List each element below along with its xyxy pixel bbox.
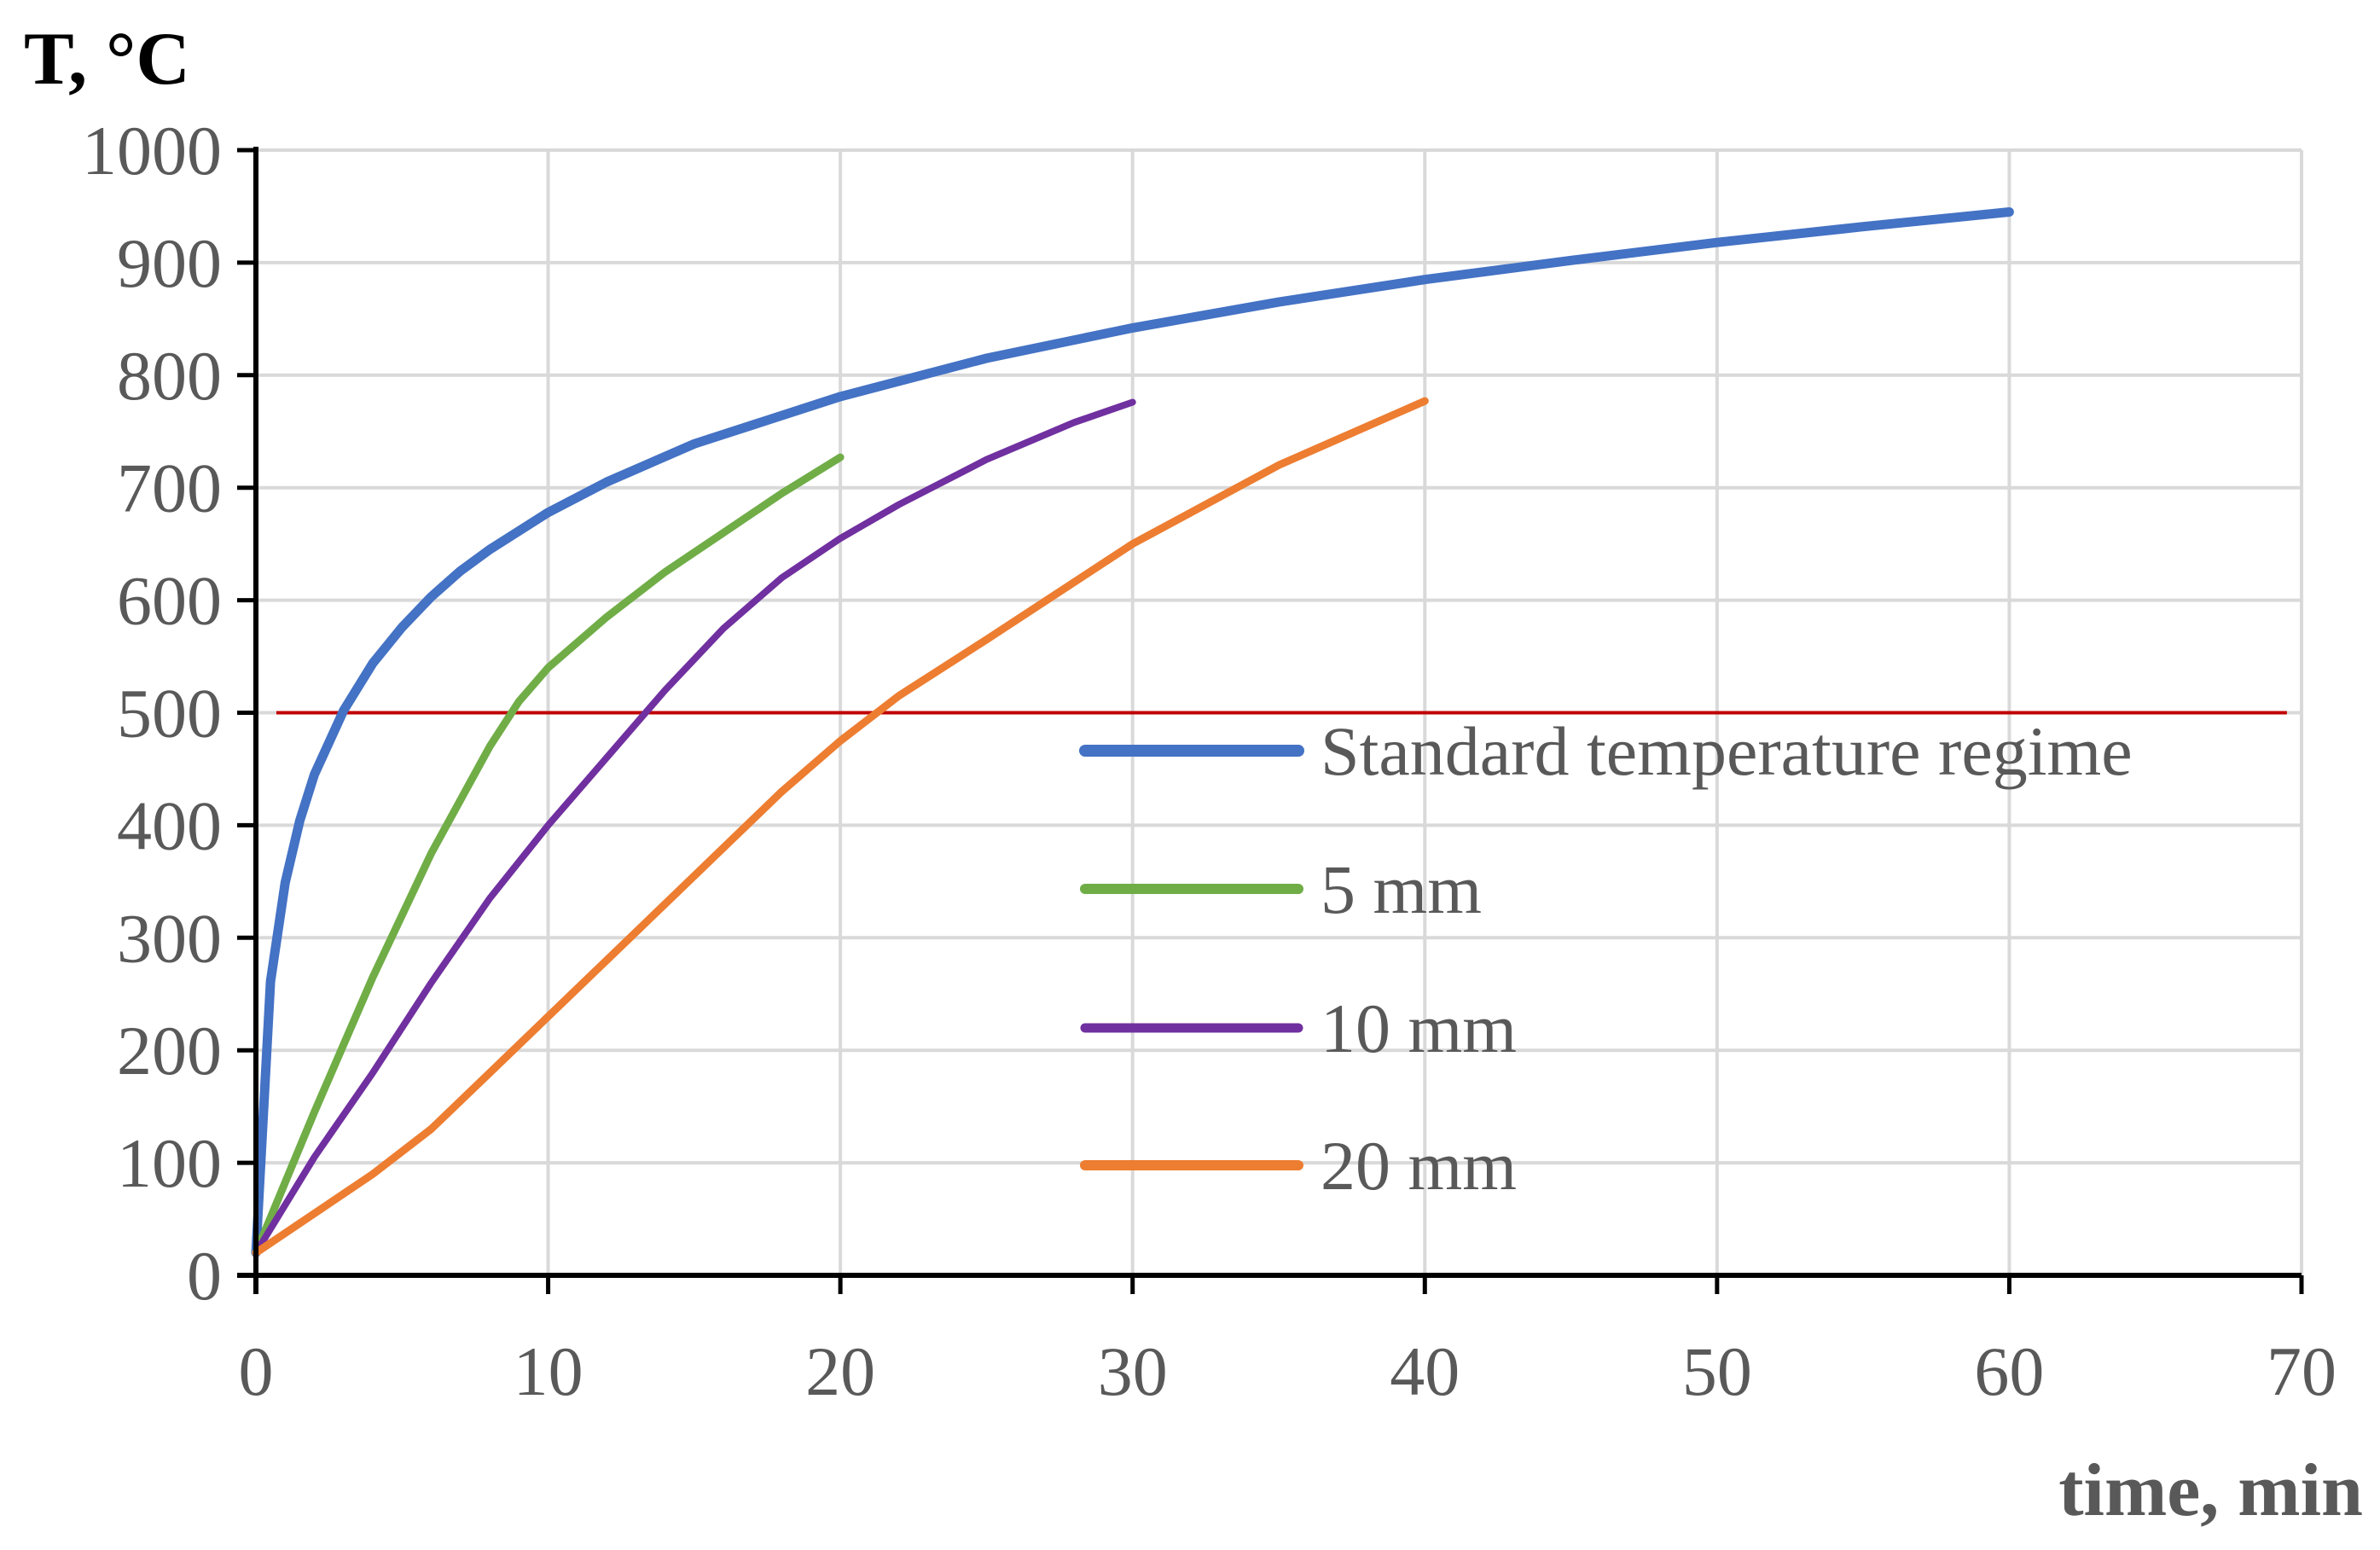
- axes: [237, 147, 2304, 1294]
- y-tick-label-300: 300: [117, 899, 222, 977]
- y-tick-label-600: 600: [117, 562, 222, 640]
- series-line-0: [251, 207, 2014, 1258]
- y-tick-label-700: 700: [117, 450, 222, 527]
- y-tick-label-1000: 1000: [82, 112, 222, 189]
- tick-labels: 0 100 200 300 400 500 600 700 800 900 1000 0 10 20 30 4…: [82, 112, 2336, 1410]
- y-tick-label-400: 400: [117, 787, 222, 864]
- y-tick-label-100: 100: [117, 1124, 222, 1202]
- legend-label-1: 5 mm: [1321, 850, 1482, 928]
- legend-label-0: Standard temperature regime: [1321, 712, 2133, 790]
- series-lines: [251, 207, 2014, 1258]
- x-axis-title: time, min: [2058, 1449, 2363, 1532]
- series-line-3: [252, 397, 1429, 1257]
- x-tick-label-60: 60: [1974, 1332, 2044, 1410]
- series-line-1: [252, 453, 845, 1257]
- x-tick-label-20: 20: [805, 1332, 875, 1410]
- legend-label-3: 20 mm: [1321, 1127, 1517, 1205]
- legend-label-2: 10 mm: [1321, 990, 1517, 1067]
- y-tick-label-800: 800: [117, 337, 222, 415]
- y-tick-label-0: 0: [187, 1237, 222, 1315]
- x-tick-label-10: 10: [514, 1332, 583, 1410]
- y-tick-label-500: 500: [117, 675, 222, 752]
- x-tick-label-50: 50: [1682, 1332, 1752, 1410]
- x-tick-label-40: 40: [1390, 1332, 1460, 1410]
- y-tick-label-900: 900: [117, 224, 222, 302]
- x-tick-label-0: 0: [239, 1332, 274, 1410]
- legend: Standard temperature regime 5 mm 10 mm 20 m…: [1079, 712, 2133, 1205]
- series-line-2: [253, 398, 1136, 1257]
- y-axis-title: T, °C: [24, 18, 190, 101]
- x-tick-label-70: 70: [2267, 1332, 2336, 1410]
- x-tick-label-30: 30: [1098, 1332, 1168, 1410]
- y-tick-label-200: 200: [117, 1012, 222, 1089]
